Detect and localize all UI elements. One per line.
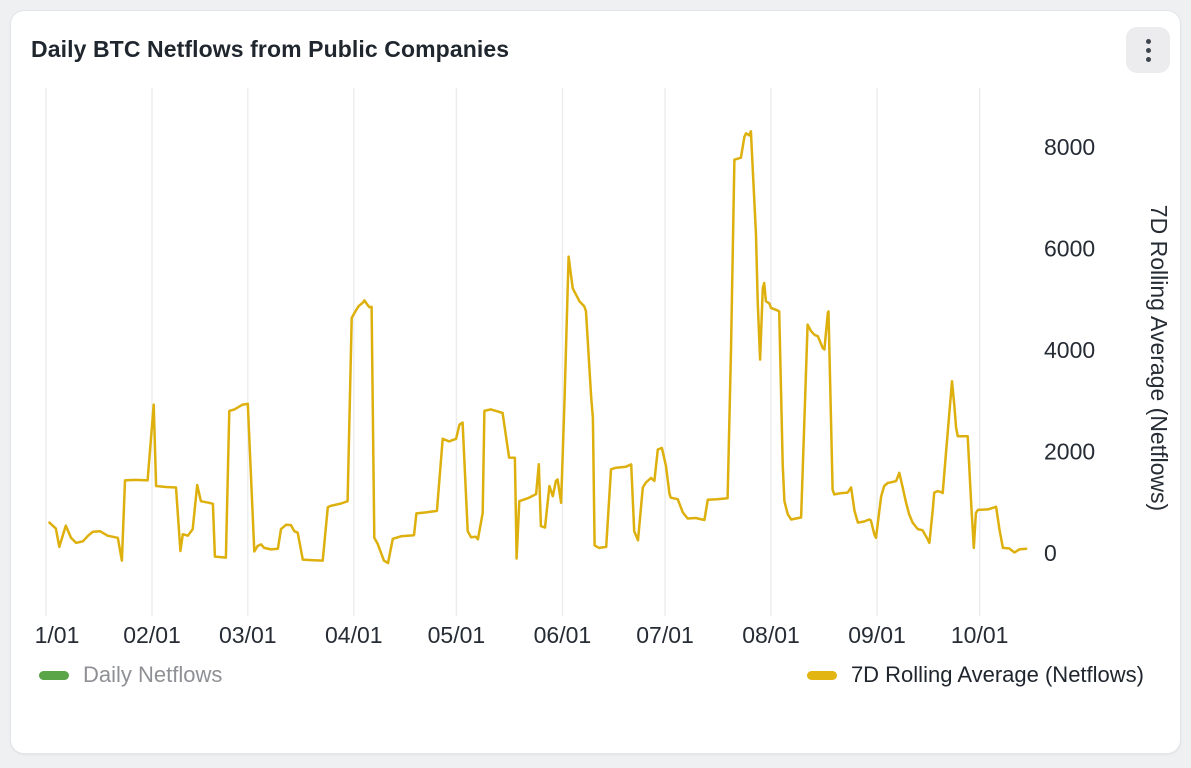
y-tick-label: 6000 bbox=[1044, 236, 1095, 262]
x-tick-label: 05/01 bbox=[428, 622, 486, 648]
kebab-dot bbox=[1145, 47, 1151, 53]
y-tick-label: 8000 bbox=[1044, 134, 1095, 160]
x-tick-label: 04/01 bbox=[325, 622, 383, 648]
legend-label-daily-netflows: Daily Netflows bbox=[83, 662, 223, 687]
x-tick-label: 06/01 bbox=[534, 622, 592, 648]
netflows-line-chart: 1/01 02/01 03/01 04/01 05/01 06/01 07/01 08/01 0… bbox=[35, 88, 1172, 648]
x-tick-label: 02/01 bbox=[123, 622, 181, 648]
kebab-dot bbox=[1145, 56, 1151, 62]
legend-label-7d-rolling-average: 7D Rolling Average (Netflows) bbox=[850, 662, 1144, 687]
y-tick-label: 2000 bbox=[1044, 439, 1095, 465]
x-tick-label: 10/01 bbox=[951, 622, 1009, 648]
y-tick-label: 0 bbox=[1044, 540, 1057, 566]
card-menu-button[interactable] bbox=[1126, 27, 1170, 73]
y-tick-label: 4000 bbox=[1044, 337, 1095, 363]
chart-card: Daily BTC Netflows from Public Companies… bbox=[10, 10, 1181, 754]
kebab-dot bbox=[1145, 38, 1151, 44]
series-line-7d-rolling-average bbox=[48, 130, 1028, 565]
x-tick-label: 09/01 bbox=[848, 622, 906, 648]
y-axis-title: 7D Rolling Average (Netflows) bbox=[1146, 205, 1172, 511]
page-title: Daily BTC Netflows from Public Companies bbox=[31, 36, 510, 62]
legend-item-7d-rolling-average[interactable]: 7D Rolling Average (Netflows) bbox=[806, 662, 1144, 688]
x-tick-label: 08/01 bbox=[742, 622, 800, 648]
x-tick-label: 07/01 bbox=[636, 622, 694, 648]
legend-item-daily-netflows[interactable]: Daily Netflows bbox=[39, 662, 222, 688]
legend-swatch-7d-rolling-average bbox=[806, 670, 837, 680]
chart-legend: Daily Netflows 7D Rolling Average (Netfl… bbox=[11, 656, 1180, 688]
legend-swatch-daily-netflows bbox=[39, 670, 69, 680]
x-tick-label: 1/01 bbox=[35, 622, 80, 648]
x-tick-label: 03/01 bbox=[219, 622, 277, 648]
chart-area: 1/01 02/01 03/01 04/01 05/01 06/01 07/01 08/01 0… bbox=[11, 71, 1180, 656]
card-header: Daily BTC Netflows from Public Companies bbox=[11, 11, 1180, 73]
